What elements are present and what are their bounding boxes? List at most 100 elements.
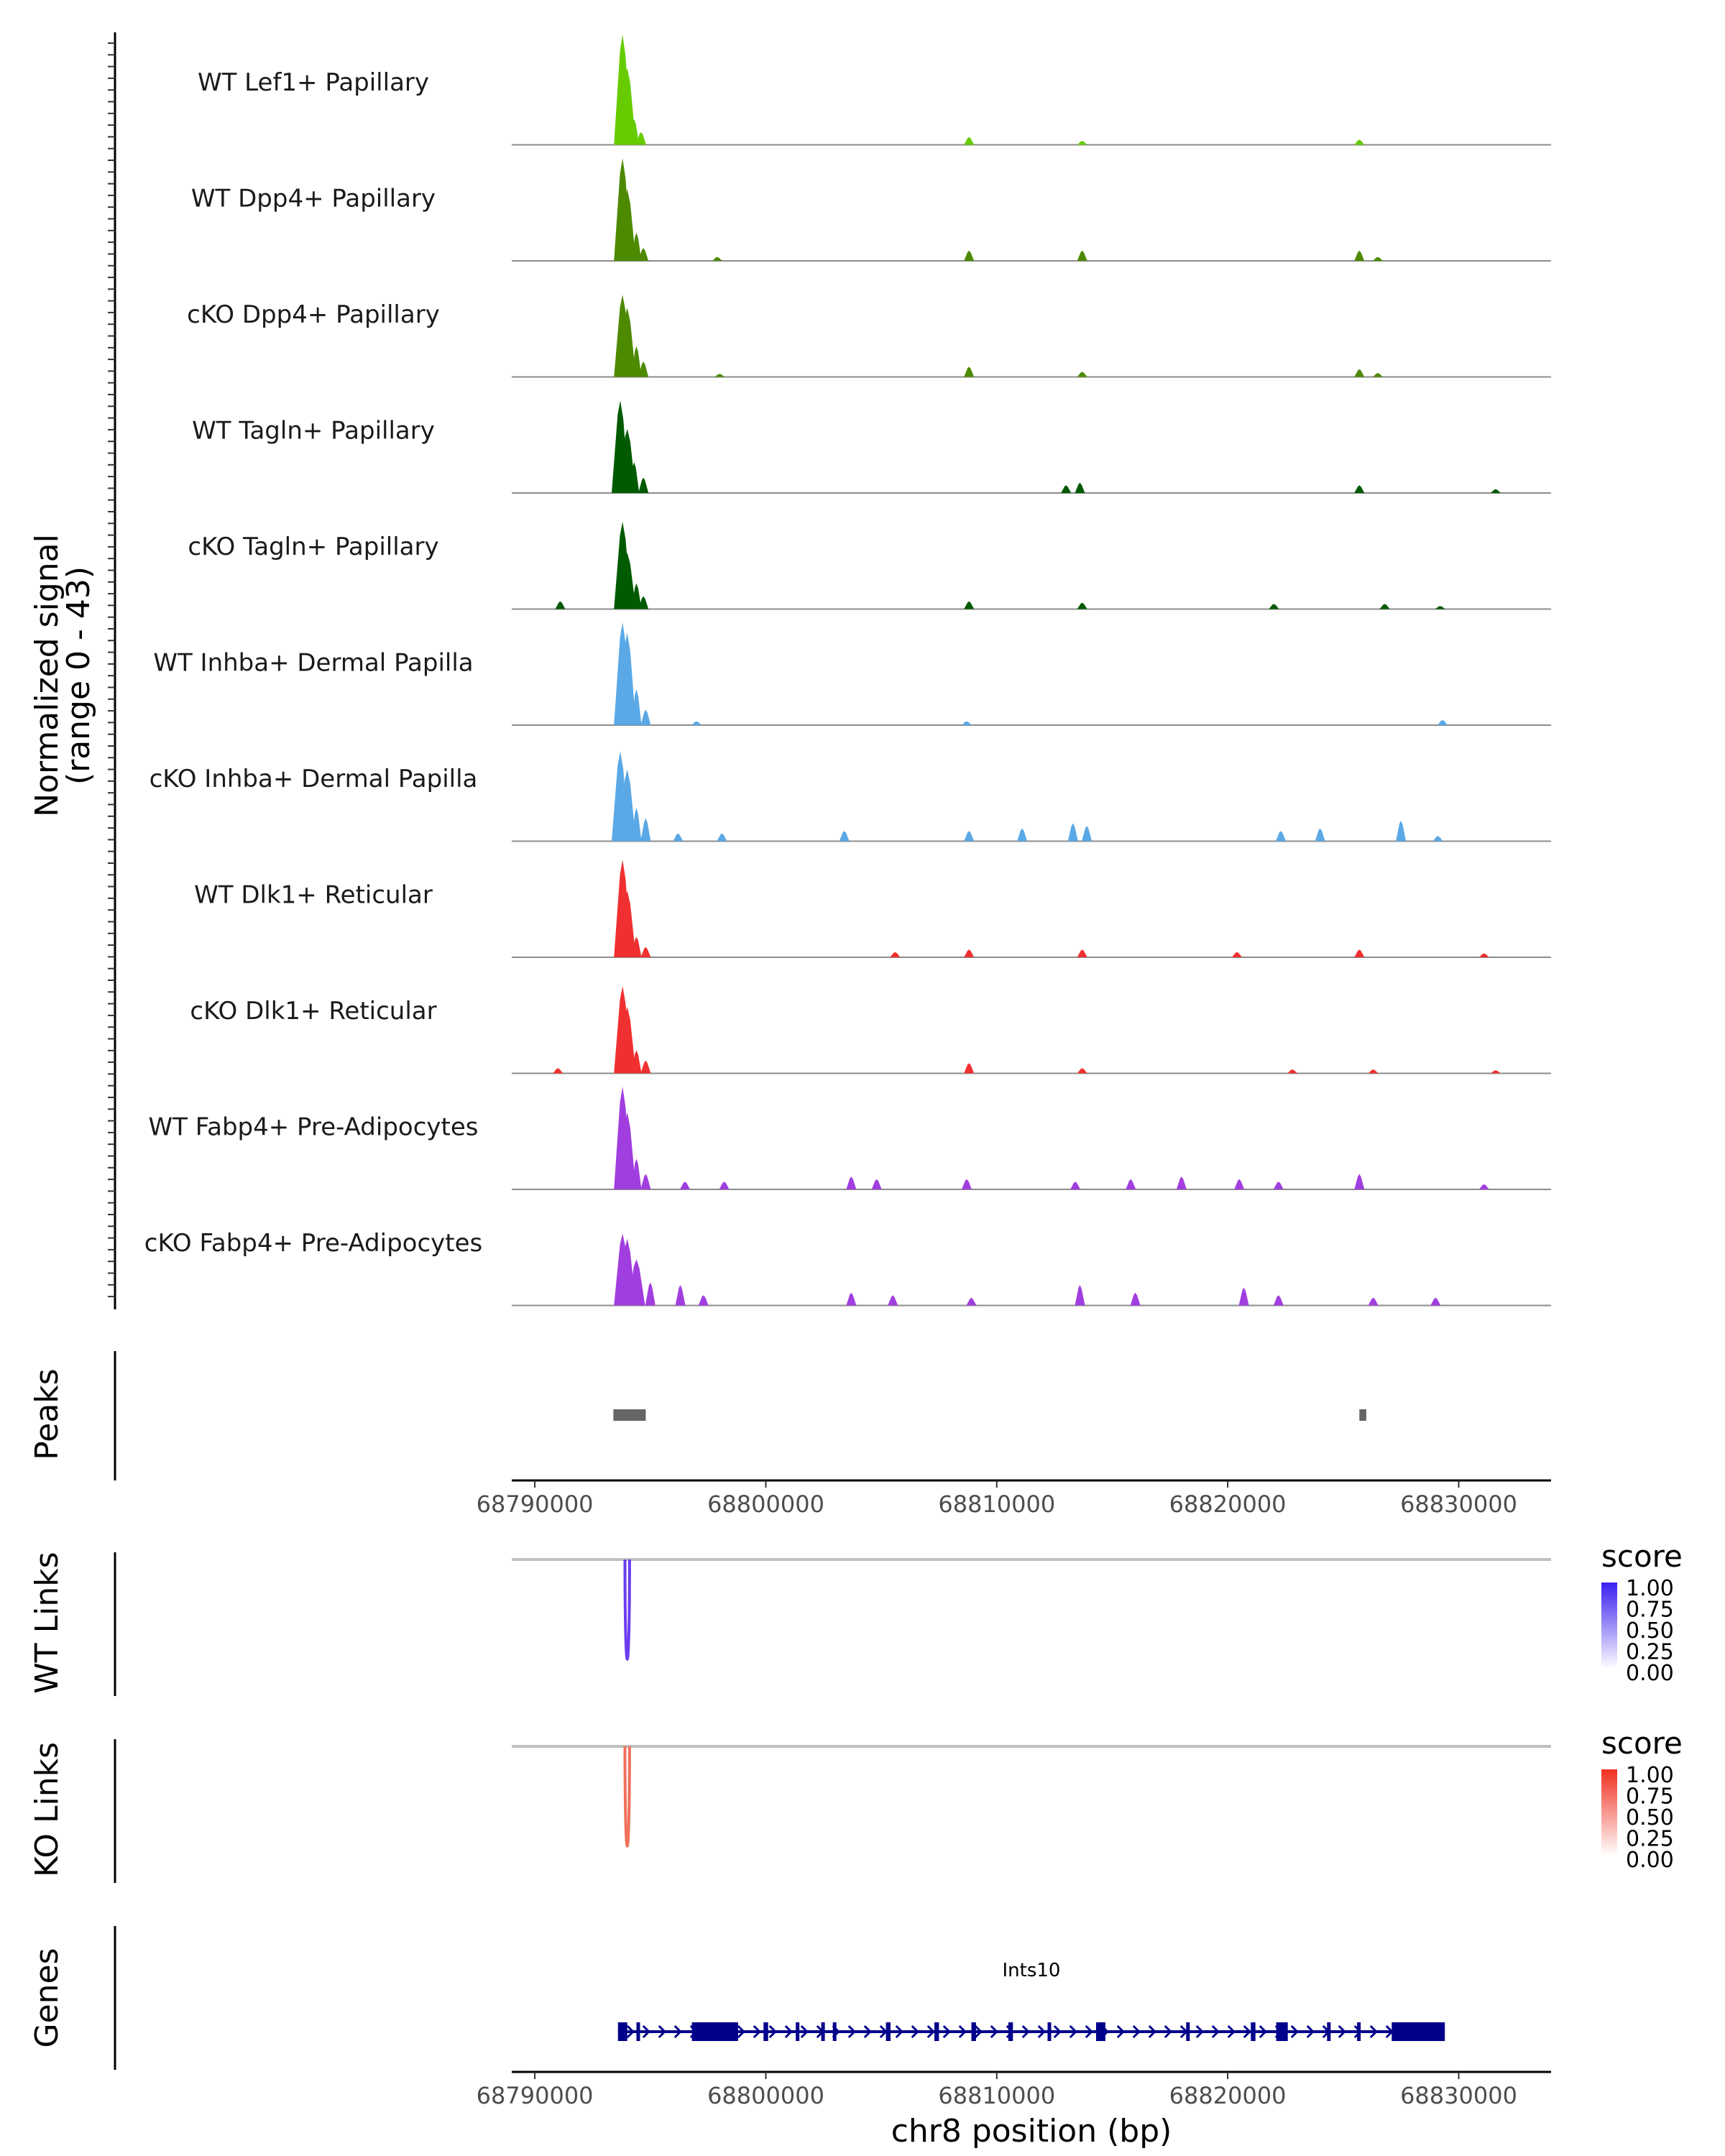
coverage-peak (631, 1050, 642, 1074)
coverage-peak (1067, 823, 1078, 842)
link-arc (623, 1746, 631, 1848)
coverage-peak (618, 890, 636, 957)
strand-arrow (1037, 2024, 1046, 2039)
coverage-peak (618, 68, 636, 145)
wt-links-label: WT Links (29, 1552, 65, 1693)
x-axis-tick-label: 68790000 (477, 1491, 594, 1518)
strand-arrow (642, 2024, 650, 2039)
coverage-y-axis-title-line1: Normalized signal (29, 534, 65, 817)
coverage-peak (717, 833, 727, 842)
track-label: WT Inhba+ Dermal Papilla (153, 649, 473, 678)
coverage-peak (714, 374, 725, 377)
coverage-track: cKO Inhba+ Dermal Papilla (150, 751, 1551, 842)
strand-arrow (1085, 2024, 1093, 2039)
strand-arrow (847, 2024, 856, 2039)
score-legends: score1.000.750.500.250.00score1.000.750.… (1601, 1539, 1683, 1873)
gene-exon (763, 2022, 768, 2041)
coverage-peak (1435, 606, 1445, 609)
coverage-peak (1176, 1176, 1187, 1189)
coverage-peak (890, 952, 901, 957)
coverage-peak (1070, 1181, 1081, 1189)
gene-exon (832, 2022, 837, 2041)
coverage-peak (1273, 1295, 1284, 1306)
coverage-peak (618, 1006, 636, 1074)
legend-tick-label: 1.00 (1626, 1576, 1674, 1601)
strand-arrow (1069, 2024, 1077, 2039)
coverage-y-axis-title-line2: (range 0 - 43) (60, 566, 97, 785)
gene-exon (1186, 2022, 1190, 2041)
coverage-peak (638, 477, 649, 493)
coverage-peak (640, 818, 651, 842)
gene-exon (1392, 2022, 1445, 2041)
coverage-peak (1075, 1284, 1085, 1306)
legend-tick-label: 0.00 (1626, 1661, 1674, 1686)
strand-arrow (1369, 2024, 1378, 2039)
strand-arrow (673, 2024, 682, 2039)
link-arc (623, 1559, 631, 1661)
gene-exon (796, 2022, 800, 2041)
coverage-peak (638, 248, 649, 261)
strand-arrow (1259, 2024, 1267, 2039)
x-axis-tick-label: 68790000 (477, 2082, 594, 2109)
coverage-peak (1061, 485, 1072, 493)
track-label: cKO Inhba+ Dermal Papilla (150, 765, 478, 793)
x-axis-title: chr8 position (bp) (891, 2113, 1172, 2150)
strand-arrow (753, 2024, 761, 2039)
coverage-track: WT Dlk1+ Reticular (194, 860, 1551, 958)
coverage-peak (1373, 373, 1383, 377)
coverage-peak (1490, 1070, 1501, 1074)
gene-exon (1357, 2022, 1361, 2041)
strand-arrow (942, 2024, 951, 2039)
strand-arrow (737, 2024, 745, 2039)
legend-tick-label: 0.50 (1626, 1805, 1674, 1830)
coverage-peak (888, 1295, 898, 1306)
coverage-peak (618, 1112, 636, 1189)
strand-arrow (1290, 2024, 1299, 2039)
track-label: cKO Dlk1+ Reticular (190, 997, 436, 1026)
coverage-peak (618, 308, 636, 377)
gene-exon (1327, 2022, 1331, 2041)
coverage-peak (680, 1181, 690, 1189)
x-axis-tick-label: 68810000 (938, 1491, 1055, 1518)
gene-exon (1096, 2022, 1105, 2041)
coverage-peak (1354, 369, 1365, 377)
coverage-peak (631, 808, 642, 842)
peaks-track (613, 1409, 1366, 1421)
track-label: WT Dlk1+ Reticular (194, 881, 433, 910)
strand-arrow (1116, 2024, 1125, 2039)
coverage-peak (1354, 250, 1365, 261)
strand-arrow (784, 2024, 793, 2039)
coverage-peak (1478, 953, 1489, 957)
coverage-peak (640, 1060, 651, 1074)
coverage-peak (871, 1179, 882, 1189)
x-axis-tick-label: 68830000 (1400, 2082, 1517, 2109)
coverage-tracks: WT Lef1+ Papillary WT Dpp4+ Papillary cKO … (144, 34, 1551, 1307)
coverage-track: cKO Dlk1+ Reticular (190, 986, 1551, 1074)
gene-exon (1276, 2022, 1288, 2041)
coverage-peak (1077, 949, 1087, 957)
coverage-peak (712, 257, 722, 261)
legend-tick-label: 0.50 (1626, 1618, 1674, 1644)
coverage-peak (1273, 1181, 1284, 1189)
x-axis-tick-label: 68820000 (1169, 1491, 1287, 1518)
coverage-peak (1077, 372, 1087, 377)
coverage-peak (553, 1068, 564, 1074)
coverage-track: WT Inhba+ Dermal Papilla (153, 622, 1551, 726)
track-label: cKO Fabp4+ Pre-Adipocytes (144, 1229, 483, 1258)
gene-exon (636, 2022, 640, 2041)
genes-track-label: Genes (29, 1948, 65, 2047)
coverage-peak (638, 596, 649, 609)
strand-arrow (800, 2024, 809, 2039)
legend-title: score (1601, 1539, 1683, 1574)
coverage-track: WT Tagln+ Papillary (192, 400, 1551, 494)
coverage-peak (629, 462, 640, 493)
legend-tick-label: 0.00 (1626, 1848, 1674, 1873)
coverage-peak (635, 132, 646, 145)
coverage-peak (1354, 485, 1365, 493)
coverage-peak (1130, 1292, 1141, 1306)
x-axis-bottom: 68790000 68800000 68810000 68820000 68830000 (477, 2070, 1551, 2109)
coverage-peak (964, 831, 975, 842)
coverage-track: WT Fabp4+ Pre-Adipocytes (149, 1087, 1551, 1190)
strand-arrow (626, 2024, 635, 2039)
